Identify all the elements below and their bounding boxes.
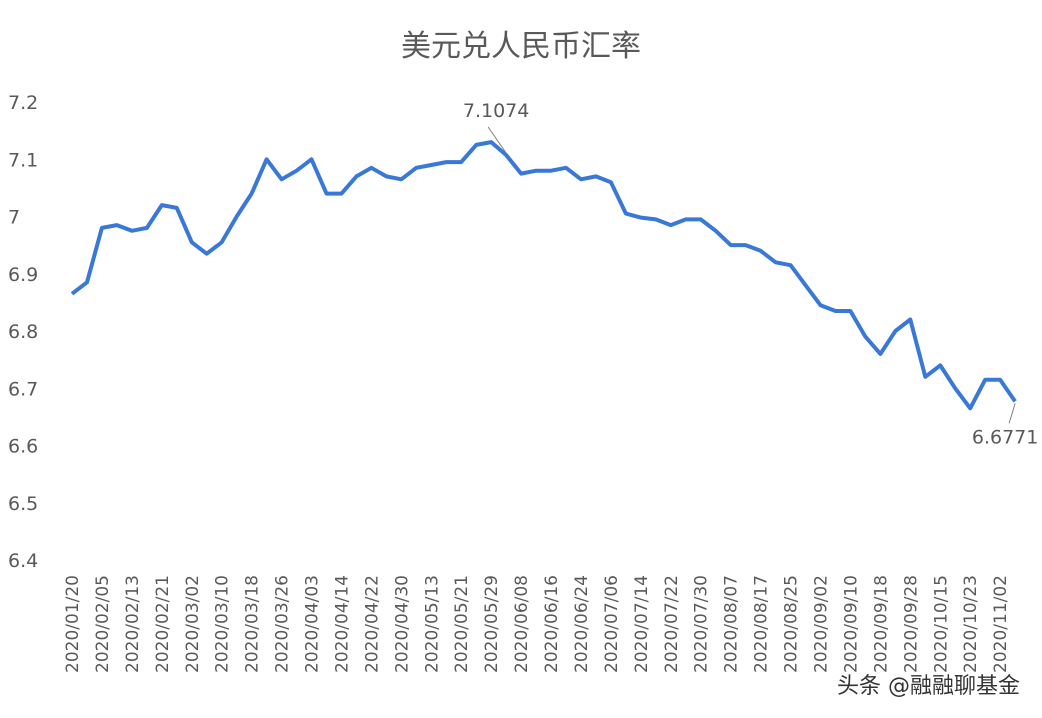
x-tick-label: 2020/08/07: [722, 575, 742, 673]
x-tick-label: 2020/05/29: [482, 575, 502, 673]
leader-line: [1008, 403, 1016, 424]
y-tick-label: 6.6: [8, 436, 38, 458]
x-tick-label: 2020/09/02: [812, 575, 832, 673]
x-tick-label: 2020/05/13: [422, 575, 442, 673]
x-tick-label: 2020/06/24: [572, 575, 592, 673]
y-tick-label: 7: [8, 207, 20, 229]
line: [70, 140, 1017, 411]
leader-line: [487, 126, 507, 154]
x-tick-label: 2020/04/03: [303, 575, 323, 673]
x-tick-label: 2020/02/05: [93, 575, 113, 673]
y-tick-label: 7.2: [8, 92, 38, 114]
watermark: 头条 @融融聊基金: [837, 674, 1020, 699]
x-tick-label: 2020/03/18: [243, 575, 263, 673]
x-tick-label: 2020/01/20: [63, 575, 83, 673]
x-tick-label: 2020/10/15: [931, 575, 951, 673]
x-tick-label: 2020/04/14: [332, 575, 352, 673]
x-tick-label: 2020/04/30: [392, 575, 412, 673]
x-tick-label: 2020/05/21: [452, 575, 472, 673]
x-tick-label: 2020/06/08: [512, 575, 532, 673]
data-label: 7.1074: [463, 100, 529, 122]
x-tick-label: 2020/09/10: [841, 575, 861, 673]
x-tick-label: 2020/07/14: [632, 575, 652, 673]
x-tick-label: 2020/08/25: [782, 575, 802, 673]
x-tick-label: 2020/03/26: [273, 575, 293, 673]
x-tick-label: 2020/07/06: [602, 575, 622, 673]
x-tick-label: 2020/10/23: [961, 575, 981, 673]
x-tick-label: 2020/07/22: [662, 575, 682, 673]
x-tick-label: 2020/09/28: [901, 575, 921, 673]
data-label: 6.6771: [972, 426, 1038, 448]
x-tick-label: 2020/09/18: [871, 575, 891, 673]
x-tick-label: 2020/11/02: [991, 575, 1011, 673]
x-tick-label: 2020/02/13: [123, 575, 143, 673]
x-tick-label: 2020/06/16: [542, 575, 562, 673]
y-tick-label: 6.7: [8, 378, 38, 400]
y-tick-label: 6.8: [8, 321, 38, 343]
x-tick-label: 2020/08/17: [752, 575, 772, 673]
chart-title: 美元兑人民币汇率: [401, 29, 641, 64]
y-tick-label: 6.5: [8, 493, 38, 515]
x-tick-label: 2020/04/22: [362, 575, 382, 673]
y-tick-label: 7.1: [8, 149, 38, 171]
y-tick-label: 6.4: [8, 550, 38, 572]
x-tick-label: 2020/03/10: [213, 575, 233, 673]
y-tick-label: 6.9: [8, 264, 38, 286]
x-tick-label: 2020/02/21: [153, 575, 173, 673]
x-tick-label: 2020/07/30: [692, 575, 712, 673]
x-tick-label: 2020/03/02: [183, 575, 203, 673]
